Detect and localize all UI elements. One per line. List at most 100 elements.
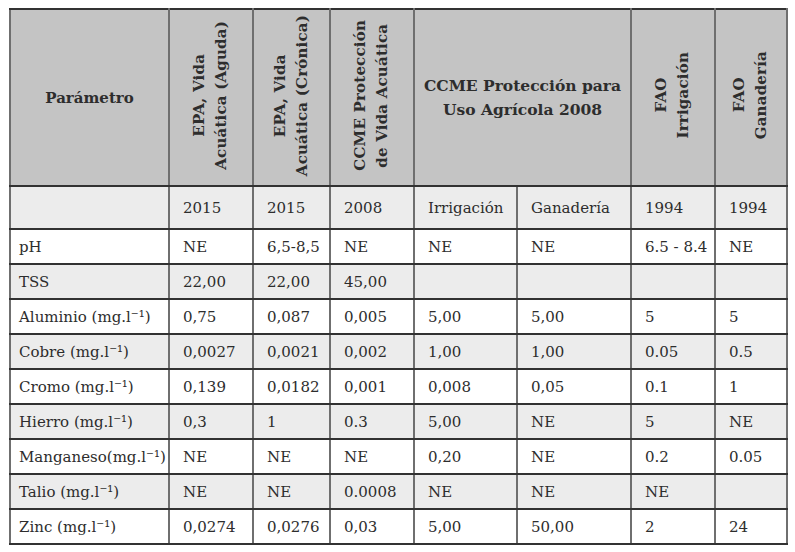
column-header-ccme-uso-agricola: CCME Protección para Uso Agrícola 2008: [414, 9, 631, 186]
value-cell: 5,00: [414, 404, 517, 439]
year-cell: 1994: [631, 186, 715, 229]
column-header-parametro: Parámetro: [10, 9, 169, 186]
value-cell: 0.05: [631, 334, 715, 369]
column-header-epa-aguda: EPA, Vida Acuática (Aguda): [169, 9, 253, 186]
table-row-ph: pH NE 6,5-8,5 NE NE NE 6.5 - 8.4 NE: [10, 229, 787, 264]
rotated-header-label: FAO Ganadería: [729, 51, 773, 139]
value-cell: 0.3: [330, 404, 414, 439]
value-cell: 22,00: [169, 264, 253, 299]
span-header-label: CCME Protección para Uso Agrícola 2008: [424, 76, 621, 118]
param-cell: Talio (mg.l⁻¹): [10, 474, 169, 509]
param-cell: Hierro (mg.l⁻¹): [10, 404, 169, 439]
value-cell: 0,20: [414, 439, 517, 474]
value-cell: 0,0027: [169, 334, 253, 369]
value-cell: 0,3: [169, 404, 253, 439]
column-header-ccme-vida-acuatica: CCME Protección de Vida Acuática: [330, 9, 414, 186]
value-cell: 0,002: [330, 334, 414, 369]
value-cell: 5,00: [414, 509, 517, 544]
value-cell: 0.0008: [330, 474, 414, 509]
value-cell: 22,00: [253, 264, 330, 299]
table-row-hierro: Hierro (mg.l⁻¹) 0,3 1 0.3 5,00 NE 5 NE: [10, 404, 787, 439]
value-cell: [715, 264, 787, 299]
column-header-fao-irrigacion: FAO Irrigación: [631, 9, 715, 186]
value-cell: 0,0182: [253, 369, 330, 404]
param-cell: Zinc (mg.l⁻¹): [10, 509, 169, 544]
water-quality-standards-table: Parámetro EPA, Vida Acuática (Aguda) EPA…: [9, 8, 788, 545]
value-cell: 0,03: [330, 509, 414, 544]
param-cell: Cobre (mg.l⁻¹): [10, 334, 169, 369]
value-cell: 0.5: [715, 334, 787, 369]
value-cell: 0,087: [253, 299, 330, 334]
value-cell: 0,005: [330, 299, 414, 334]
document-page: Parámetro EPA, Vida Acuática (Aguda) EPA…: [0, 0, 795, 552]
year-cell-empty: [10, 186, 169, 229]
value-cell: NE: [517, 439, 631, 474]
table-row-aluminio: Aluminio (mg.l⁻¹) 0,75 0,087 0,005 5,00 …: [10, 299, 787, 334]
year-cell: 2008: [330, 186, 414, 229]
value-cell: NE: [169, 439, 253, 474]
value-cell: NE: [631, 474, 715, 509]
value-cell: 24: [715, 509, 787, 544]
value-cell: NE: [517, 404, 631, 439]
table-row-cromo: Cromo (mg.l⁻¹) 0,139 0,0182 0,001 0,008 …: [10, 369, 787, 404]
value-cell: 6,5-8,5: [253, 229, 330, 264]
table-row-zinc: Zinc (mg.l⁻¹) 0,0274 0,0276 0,03 5,00 50…: [10, 509, 787, 544]
value-cell: 1: [715, 369, 787, 404]
value-cell: 0.1: [631, 369, 715, 404]
value-cell: 0.2: [631, 439, 715, 474]
param-cell: Manganeso(mg.l⁻¹): [10, 439, 169, 474]
value-cell: 5: [631, 404, 715, 439]
value-cell: 5,00: [414, 299, 517, 334]
value-cell: [414, 264, 517, 299]
value-cell: 0,001: [330, 369, 414, 404]
value-cell: 0,75: [169, 299, 253, 334]
value-cell: 0,0274: [169, 509, 253, 544]
rotated-header-label: EPA, Vida Acuática (Aguda): [189, 21, 233, 170]
rotated-header-label: CCME Protección de Vida Acuática: [350, 20, 394, 171]
param-cell: Aluminio (mg.l⁻¹): [10, 299, 169, 334]
subcolumn-ganaderia: Ganadería: [517, 186, 631, 229]
param-cell: TSS: [10, 264, 169, 299]
value-cell: NE: [517, 474, 631, 509]
value-cell: NE: [414, 229, 517, 264]
table-row-cobre: Cobre (mg.l⁻¹) 0,0027 0,0021 0,002 1,00 …: [10, 334, 787, 369]
value-cell: 0,0021: [253, 334, 330, 369]
year-cell: 2015: [169, 186, 253, 229]
value-cell: NE: [414, 474, 517, 509]
value-cell: NE: [517, 229, 631, 264]
value-cell: 50,00: [517, 509, 631, 544]
year-cell: 1994: [715, 186, 787, 229]
value-cell: [715, 474, 787, 509]
value-cell: 1,00: [517, 334, 631, 369]
value-cell: 0.05: [715, 439, 787, 474]
param-cell: Cromo (mg.l⁻¹): [10, 369, 169, 404]
subcolumn-irrigacion: Irrigación: [414, 186, 517, 229]
table-row-talio: Talio (mg.l⁻¹) NE NE 0.0008 NE NE NE: [10, 474, 787, 509]
value-cell: 0,139: [169, 369, 253, 404]
value-cell: 1,00: [414, 334, 517, 369]
year-cell: 2015: [253, 186, 330, 229]
value-cell: NE: [169, 229, 253, 264]
rotated-header-label: EPA, Vida Acuática (Crónica): [270, 15, 314, 176]
value-cell: NE: [715, 404, 787, 439]
column-header-epa-cronica: EPA, Vida Acuática (Crónica): [253, 9, 330, 186]
header-row: Parámetro EPA, Vida Acuática (Aguda) EPA…: [10, 9, 787, 186]
value-cell: 1: [253, 404, 330, 439]
value-cell: [517, 264, 631, 299]
value-cell: 0,05: [517, 369, 631, 404]
value-cell: 5,00: [517, 299, 631, 334]
value-cell: [631, 264, 715, 299]
value-cell: 0,0276: [253, 509, 330, 544]
rotated-header-label: FAO Irrigación: [651, 52, 695, 138]
value-cell: 5: [631, 299, 715, 334]
table-row-manganeso: Manganeso(mg.l⁻¹) NE NE NE 0,20 NE 0.2 0…: [10, 439, 787, 474]
value-cell: 2: [631, 509, 715, 544]
value-cell: NE: [330, 229, 414, 264]
value-cell: NE: [169, 474, 253, 509]
value-cell: NE: [253, 439, 330, 474]
value-cell: 5: [715, 299, 787, 334]
value-cell: NE: [253, 474, 330, 509]
value-cell: NE: [330, 439, 414, 474]
value-cell: 45,00: [330, 264, 414, 299]
table-row-tss: TSS 22,00 22,00 45,00: [10, 264, 787, 299]
